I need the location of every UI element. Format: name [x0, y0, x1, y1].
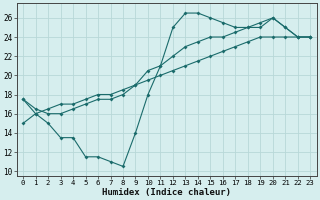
X-axis label: Humidex (Indice chaleur): Humidex (Indice chaleur) — [102, 188, 231, 197]
